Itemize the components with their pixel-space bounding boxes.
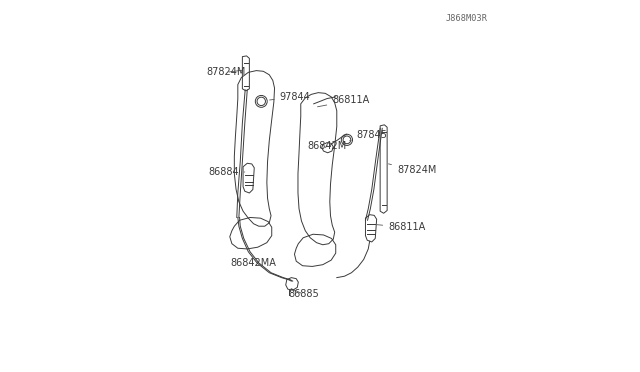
Text: J868M03R: J868M03R bbox=[446, 15, 488, 23]
Text: 87824M: 87824M bbox=[388, 164, 436, 175]
Text: 86811A: 86811A bbox=[317, 95, 369, 107]
Text: 86811A: 86811A bbox=[377, 222, 426, 232]
Text: 86884: 86884 bbox=[208, 167, 245, 177]
Text: 87845: 87845 bbox=[349, 130, 388, 141]
Text: 97844: 97844 bbox=[269, 92, 310, 102]
Text: 87824M: 87824M bbox=[206, 67, 246, 77]
Text: 86842MA: 86842MA bbox=[231, 258, 276, 268]
Text: 86885: 86885 bbox=[289, 289, 319, 299]
Text: 86842M: 86842M bbox=[308, 141, 347, 151]
